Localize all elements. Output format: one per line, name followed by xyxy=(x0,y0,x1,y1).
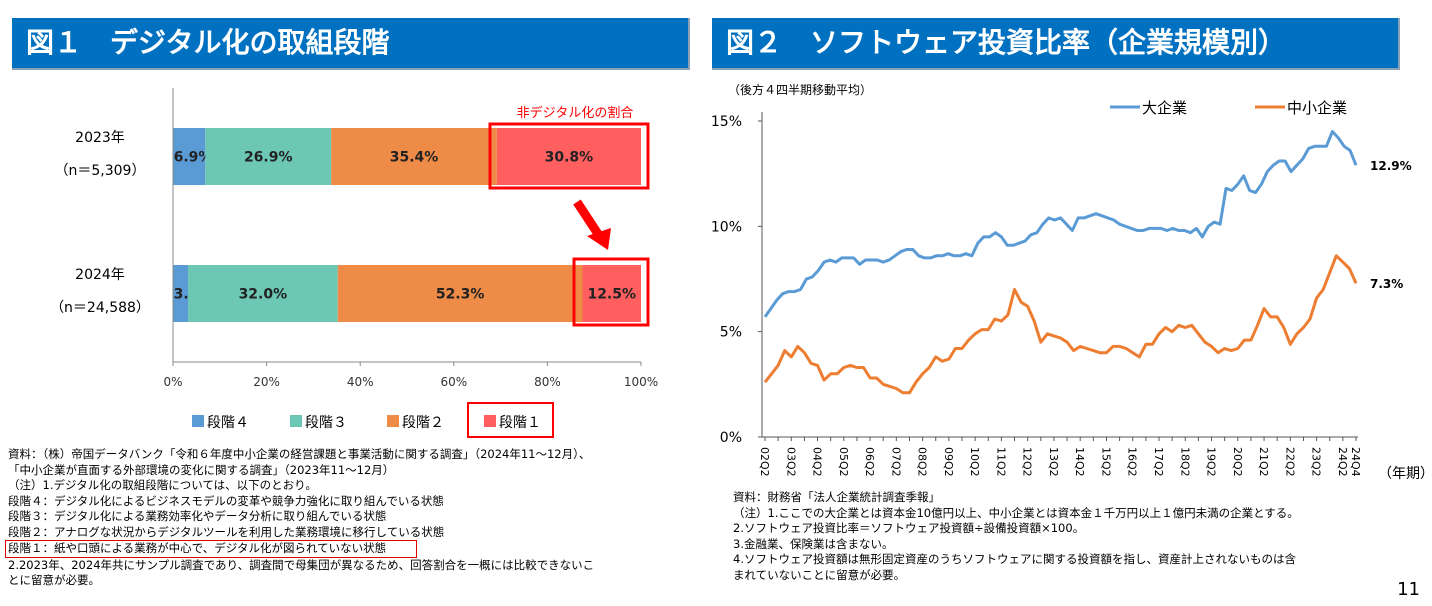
bar-data-label: 30.8% xyxy=(545,150,594,166)
figure1-title-bar: 図１ デジタル化の取組段階 xyxy=(12,18,690,70)
legend-swatch xyxy=(290,415,302,427)
figure1-title: 図１ デジタル化の取組段階 xyxy=(26,26,390,59)
figure2-subtitle: （後方４四半期移動平均） xyxy=(728,82,872,97)
series-line xyxy=(763,130,1358,318)
x-tick-label: 15Q2 xyxy=(1099,447,1112,477)
bar-segment xyxy=(496,128,641,185)
legend-label: 段階２ xyxy=(402,415,444,431)
bar-segment xyxy=(173,265,188,322)
x-tick-label: 20Q2 xyxy=(1231,447,1244,477)
legend-swatch xyxy=(387,415,399,427)
x-tick-label: 02Q2 xyxy=(758,447,771,477)
highlight-box-2024 xyxy=(572,257,650,327)
x-tick-label: 22Q2 xyxy=(1283,447,1296,477)
x-tick-label: 14Q2 xyxy=(1073,447,1086,477)
x-tick-label: 60% xyxy=(440,375,467,389)
bar-data-label: 52.3% xyxy=(436,287,485,303)
bar-data-label: 35.4% xyxy=(390,150,439,166)
bar-segment xyxy=(187,265,338,322)
x-tick-label: 09Q2 xyxy=(942,447,955,477)
x-tick-label: 0% xyxy=(163,375,182,389)
x-tick-label: 21Q2 xyxy=(1257,447,1270,477)
x-tick-label: 12Q2 xyxy=(1021,447,1034,477)
note-line: 段階２：アナログな状況からデジタルツールを利用した業務環境に移行している状態 xyxy=(8,524,445,539)
bar-segment xyxy=(173,128,206,185)
x-tick-label: 05Q2 xyxy=(837,447,850,477)
figure1-notes: 資料：（株）帝国データバンク「令和６年度中小企業の経営課題と事業活動に関する調査… xyxy=(5,447,595,589)
x-tick-label: 04Q2 xyxy=(811,447,824,477)
x-tick-label: 08Q2 xyxy=(916,447,929,477)
figure2-title: 図２ ソフトウェア投資比率（企業規模別） xyxy=(726,26,1287,59)
note-line: 段階４：デジタル化によるビジネスモデルの変革や競争力強化に取り組んでいる状態 xyxy=(8,493,444,508)
y-tick-label: 10% xyxy=(711,219,742,235)
note-line: 3.金融業、保険業は含まない。 xyxy=(733,536,894,551)
note-line: （注）1.ここでの大企業とは資本金10億円以上、中小企業とは資本金１千万円以上１… xyxy=(733,505,1299,520)
figure1-chart: 6.9%26.9%35.4%30.8%3.2%32.0%52.3%12.5% 0… xyxy=(50,88,658,438)
bar-segment xyxy=(582,265,641,322)
figure2-notes: 資料：財務省「法人企業統計調査季報」 （注）1.ここでの大企業とは資本金10億円… xyxy=(733,490,1299,583)
x-tick-label: 17Q2 xyxy=(1152,447,1165,477)
note-line: 資料：財務省「法人企業統計調査季報」 xyxy=(733,490,940,504)
category-sublabel: （n＝5,309） xyxy=(55,163,146,179)
legend-swatch xyxy=(192,415,204,427)
bar-data-label: 6.9% xyxy=(174,150,213,166)
note-line: （注）1.デジタル化の取組段階については、以下のとおり。 xyxy=(8,478,317,492)
note-line-highlighted: 段階１：紙や口頭による業務が中心で、デジタル化が図られていない状態 xyxy=(5,540,418,558)
highlight-label: 非デジタル化の割合 xyxy=(517,105,634,121)
x-tick-label: 03Q2 xyxy=(784,447,797,477)
arrow-down-icon xyxy=(573,199,611,250)
legend-label: 段階４ xyxy=(207,415,249,431)
series-end-label: 12.9% xyxy=(1370,159,1412,173)
x-tick-label: 06Q2 xyxy=(863,447,876,477)
category-label: 2024年 xyxy=(75,267,125,283)
x-tick-label: 19Q2 xyxy=(1205,447,1218,477)
note-line: 4.ソフトウェア投資額は無形固定資産のうちソフトウェアに関する投資額を指し、資産… xyxy=(733,552,1296,566)
x-tick-label: 16Q2 xyxy=(1126,447,1139,477)
x-tick-label: 23Q2 xyxy=(1310,447,1323,477)
figure2-chart: （後方４四半期移動平均） 0% 5% 10% 15% 02Q2 03Q2 04Q2 05Q2… xyxy=(711,82,1432,482)
x-tick-label: 11Q2 xyxy=(994,447,1007,477)
series-line xyxy=(763,254,1358,395)
x-tick-label: 40% xyxy=(347,375,374,389)
series-end-label: 7.3% xyxy=(1370,277,1403,291)
bar-data-label: 32.0% xyxy=(239,287,288,303)
bar-data-label: 26.9% xyxy=(244,150,293,166)
x-tick-label: 18Q2 xyxy=(1178,447,1191,477)
legend-label: 段階１ xyxy=(499,415,541,431)
x-tick-label: 100% xyxy=(624,375,658,389)
bar-segment xyxy=(205,128,332,185)
note-line: 「中小企業が直面する外部環境の変化に関する調査」（2023年11～12月） xyxy=(8,462,395,477)
note-line: 資料：（株）帝国データバンク「令和６年度中小企業の経営課題と事業活動に関する調査… xyxy=(8,447,591,461)
note-line: 2.ソフトウェア投資比率＝ソフトウェア投資額÷設備投資額×100。 xyxy=(733,521,1085,535)
x-tick-label: 24Q4 xyxy=(1349,447,1362,477)
note-line: とに留意が必要。 xyxy=(8,573,100,587)
note-line: 2.2023年、2024年共にサンプル調査であり、調査間で母集団が異なるため、回… xyxy=(8,557,595,572)
x-tick-label: 24Q2 xyxy=(1336,447,1349,477)
bar-segment xyxy=(337,265,583,322)
legend-label: 大企業 xyxy=(1142,99,1187,117)
x-tick-label: 07Q2 xyxy=(889,447,902,477)
x-tick-label: 13Q2 xyxy=(1047,447,1060,477)
figure2-title-bar: 図２ ソフトウェア投資比率（企業規模別） xyxy=(712,18,1400,70)
y-tick-label: 0% xyxy=(720,430,742,446)
x-tick-label: 80% xyxy=(534,375,561,389)
legend-swatch xyxy=(484,415,496,427)
y-tick-label: 5% xyxy=(720,325,742,341)
legend-label: 中小企業 xyxy=(1287,99,1347,117)
page-number: 11 xyxy=(1397,579,1420,600)
legend-highlight-box xyxy=(467,402,554,438)
category-label: 2023年 xyxy=(75,130,125,146)
x-tick-label: 20% xyxy=(253,375,280,389)
highlight-box-2023 xyxy=(488,122,650,190)
x-unit-label: （年期） xyxy=(1378,466,1432,482)
note-line: 段階３：デジタル化による業務効率化やデータ分析に取り組んでいる状態 xyxy=(8,509,387,523)
y-tick-label: 15% xyxy=(711,114,742,130)
x-tick-label: 10Q2 xyxy=(968,447,981,477)
note-line: まれていないことに留意が必要。 xyxy=(733,567,906,582)
bar-data-label: 12.5% xyxy=(587,287,636,303)
legend-label: 段階３ xyxy=(305,415,347,431)
bar-segment xyxy=(331,128,497,185)
category-sublabel: （n＝24,588） xyxy=(50,300,150,316)
